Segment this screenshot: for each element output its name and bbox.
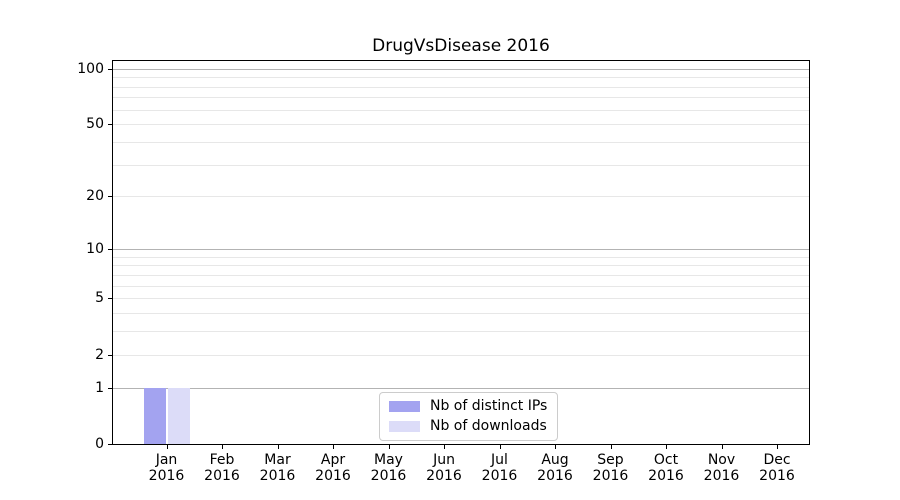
legend: Nb of distinct IPs Nb of downloads: [379, 392, 559, 441]
y-gridline-minor: [113, 274, 809, 276]
x-tick-mark: [333, 445, 334, 449]
chart-title: DrugVsDisease 2016: [372, 36, 550, 56]
y-gridline-minor: [113, 124, 809, 126]
y-gridline-minor: [113, 354, 809, 356]
x-tick-mark: [444, 445, 445, 449]
y-tick-label: 20: [86, 188, 104, 205]
x-tick-label: Dec 2016: [759, 452, 795, 484]
legend-item-distinct-ips: Nb of distinct IPs: [389, 399, 547, 414]
y-gridline-minor: [113, 142, 809, 143]
legend-label-distinct-ips: Nb of distinct IPs: [430, 398, 548, 414]
legend-swatch-distinct-ips: [389, 401, 420, 412]
x-tick-label: May 2016: [370, 452, 407, 484]
y-tick-label: 1: [95, 379, 104, 396]
y-tick-label: 2: [95, 346, 104, 363]
y-gridline-minor: [113, 164, 809, 166]
x-tick-mark: [222, 445, 223, 449]
legend-item-downloads: Nb of downloads: [389, 419, 547, 434]
y-tick-mark: [108, 444, 112, 445]
y-tick-mark: [108, 354, 112, 356]
x-tick-mark: [610, 445, 612, 449]
y-gridline-minor: [113, 285, 809, 287]
legend-label-downloads: Nb of downloads: [430, 418, 547, 434]
x-tick-mark: [388, 445, 390, 449]
y-tick-label: 0: [95, 436, 104, 452]
y-gridline-minor: [113, 97, 809, 99]
y-gridline-minor: [113, 298, 809, 300]
y-gridline-minor: [113, 109, 809, 111]
y-gridline-major: [113, 68, 809, 70]
x-tick-mark: [666, 445, 667, 449]
x-tick-mark: [166, 445, 168, 449]
y-tick-label: 50: [86, 116, 104, 133]
y-gridline-major: [113, 249, 809, 250]
y-gridline-minor: [113, 196, 809, 198]
y-tick-mark: [108, 249, 112, 250]
bar-downloads: [167, 387, 190, 444]
x-tick-label: Sep 2016: [592, 452, 629, 484]
x-tick-label: Oct 2016: [648, 452, 684, 484]
y-tick-label: 100: [77, 60, 104, 77]
x-tick-label: Aug 2016: [537, 452, 573, 484]
y-tick-label: 5: [95, 290, 104, 307]
plot-area: Nb of distinct IPs Nb of downloads: [112, 60, 810, 445]
x-tick-mark: [277, 445, 279, 449]
x-tick-mark: [555, 445, 556, 449]
y-gridline-minor: [113, 313, 809, 315]
x-tick-label: Mar 2016: [259, 452, 296, 484]
x-tick-label: Jun 2016: [426, 452, 462, 484]
x-tick-mark: [721, 445, 723, 449]
x-tick-mark: [777, 445, 778, 449]
y-tick-mark: [108, 124, 112, 126]
y-tick-mark: [108, 298, 112, 300]
y-gridline-minor: [113, 265, 809, 267]
x-tick-mark: [499, 445, 501, 449]
y-gridline-minor: [113, 256, 809, 258]
y-gridline-minor: [113, 86, 809, 88]
x-tick-label: Nov 2016: [703, 452, 740, 484]
y-tick-mark: [108, 387, 112, 389]
y-tick-mark: [108, 196, 112, 198]
x-tick-label: Jan 2016: [148, 452, 185, 484]
y-gridline-major: [113, 387, 809, 389]
y-gridline-minor: [113, 77, 809, 79]
bar-distinct-ips: [143, 387, 166, 444]
legend-swatch-downloads: [389, 421, 420, 432]
x-tick-label: Apr 2016: [315, 452, 351, 484]
y-gridline-minor: [113, 331, 809, 333]
x-tick-label: Jul 2016: [481, 452, 518, 484]
x-tick-label: Feb 2016: [204, 452, 240, 484]
y-tick-label: 10: [86, 241, 104, 257]
y-tick-mark: [108, 68, 112, 70]
